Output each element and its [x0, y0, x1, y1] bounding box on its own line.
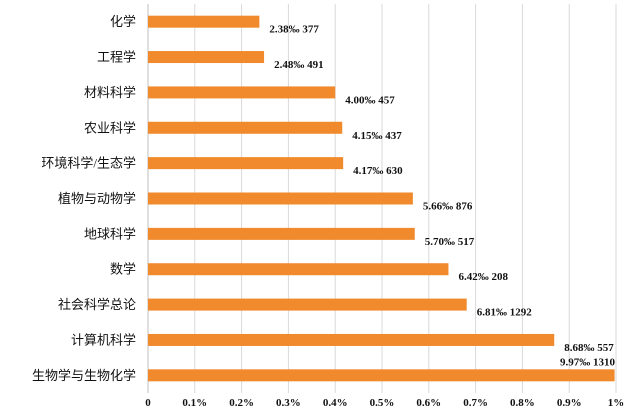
category-label: 植物与动物学	[58, 191, 136, 206]
data-labels: 2.38‰ 377 2.48‰ 491 4.00‰ 457 4.15‰ 437 4.17…	[269, 24, 615, 369]
data-label: 5.66‰ 876	[423, 201, 473, 213]
data-label: 4.00‰ 457	[345, 94, 395, 106]
x-tick-label: 0.6%	[416, 397, 441, 409]
x-tick-label: 0.9%	[557, 397, 582, 409]
bar	[148, 157, 344, 170]
bar	[148, 86, 336, 99]
bar	[148, 192, 413, 205]
category-label: 生物学与生物化学	[32, 368, 136, 383]
data-label: 5.70‰ 517	[425, 236, 475, 248]
category-label: 农业科学	[84, 120, 136, 135]
bar	[148, 263, 449, 276]
x-tick-label: 0.1%	[182, 397, 207, 409]
bar	[148, 333, 555, 346]
category-labels: 化学工程学材料科学农业科学环境科学/生态学植物与动物学地球科学数学社会科学总论计…	[32, 14, 136, 383]
bar	[148, 369, 615, 382]
category-label: 计算机科学	[71, 332, 136, 347]
data-label: 6.42‰ 208	[458, 271, 508, 283]
x-tick-label: 0.8%	[510, 397, 535, 409]
bar	[148, 51, 265, 64]
category-label: 数学	[110, 262, 136, 277]
category-label: 材料科学	[84, 85, 136, 100]
category-label: 环境科学/生态学	[41, 156, 136, 171]
category-label: 工程学	[97, 50, 136, 65]
data-label: 4.17‰ 630	[353, 165, 403, 177]
x-tick-label: 0	[145, 397, 151, 409]
data-label: 4.15‰ 437	[352, 130, 402, 142]
x-tick-label: 0.5%	[370, 397, 395, 409]
category-label: 化学	[110, 14, 136, 29]
x-tick-label: 0.7%	[463, 397, 488, 409]
category-label: 社会科学总论	[58, 297, 136, 312]
x-tick-label: 0.2%	[229, 397, 254, 409]
bars-group	[148, 15, 615, 382]
bar	[148, 121, 343, 134]
data-label: 6.81‰ 1292	[477, 307, 533, 319]
x-tick-label: 0.3%	[276, 397, 301, 409]
x-tick-label: 0.4%	[323, 397, 348, 409]
x-tick-label: 1%	[608, 397, 625, 409]
data-label: 9.97‰ 1310	[560, 356, 616, 368]
bar	[148, 15, 260, 28]
data-label: 8.68‰ 557	[564, 342, 614, 354]
category-label: 地球科学	[84, 226, 136, 241]
bar	[148, 227, 415, 240]
bar	[148, 298, 467, 311]
data-label: 2.38‰ 377	[269, 24, 319, 36]
data-label: 2.48‰ 491	[274, 59, 324, 71]
x-tick-labels: 0 0.1% 0.2% 0.3% 0.4% 0.5% 0.6% 0.7% 0.8% 0.9% 1%	[145, 397, 624, 409]
